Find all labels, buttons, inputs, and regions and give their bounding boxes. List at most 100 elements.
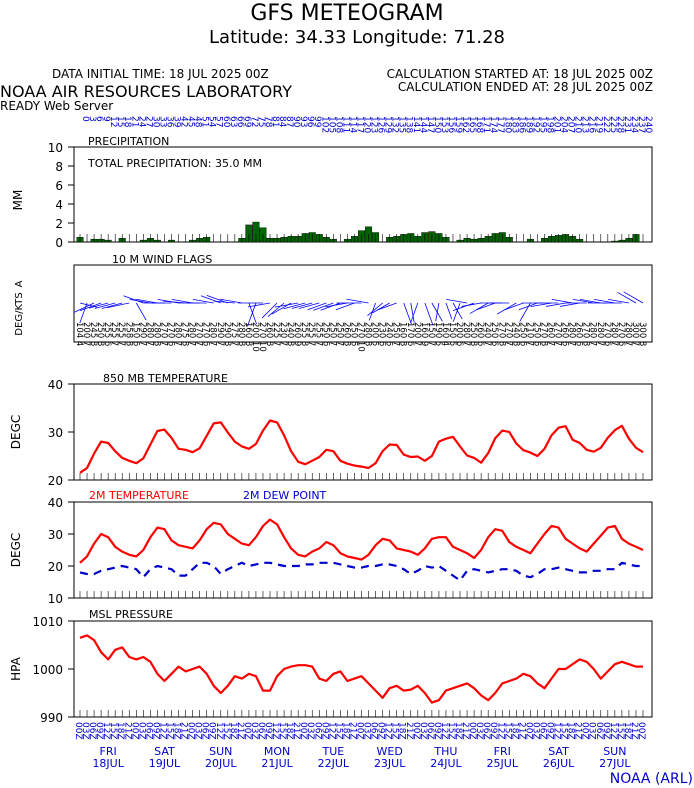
hour-label: 123 bbox=[369, 116, 379, 133]
wind-flag bbox=[546, 302, 566, 307]
utc-label: 21Z bbox=[235, 722, 245, 740]
day-date: 27JUL bbox=[599, 757, 631, 770]
day-date: 26JUL bbox=[543, 757, 575, 770]
y-tick-label: 2 bbox=[55, 217, 63, 231]
utc-label: 00Z bbox=[523, 722, 533, 740]
utc-label: 00Z bbox=[242, 722, 252, 740]
hour-label: 75 bbox=[256, 116, 266, 127]
wind-label: 250 6 bbox=[320, 322, 330, 346]
y-tick-label: 1010 bbox=[32, 615, 63, 629]
hour-label: 153 bbox=[439, 116, 449, 133]
wind-label: 200 10 bbox=[250, 322, 260, 352]
hour-label: 189 bbox=[523, 116, 533, 133]
calc-started: CALCULATION STARTED AT: 18 JUL 2025 00Z bbox=[387, 67, 653, 81]
wind-flag bbox=[594, 298, 615, 304]
hour-label: 111 bbox=[340, 116, 350, 133]
temp850-xticks bbox=[79, 473, 644, 480]
wind-flag bbox=[376, 302, 397, 311]
wind-flag bbox=[372, 302, 390, 314]
wind-label: 255 7 bbox=[109, 322, 119, 346]
temp850-ylabel: DEGC bbox=[9, 415, 23, 450]
wind-flag bbox=[560, 302, 580, 307]
wind-ylabel: DEG/KTS bbox=[14, 292, 25, 335]
wind-flag bbox=[410, 302, 419, 323]
wind-label: 200 7 bbox=[412, 322, 422, 346]
wind-flag bbox=[325, 302, 348, 308]
utc-label: 06Z bbox=[537, 722, 547, 740]
hour-label: 219 bbox=[594, 116, 604, 133]
wind-label: 200 7 bbox=[81, 322, 91, 346]
day-name: SUN bbox=[209, 745, 232, 758]
wind-label: 260 6 bbox=[560, 322, 570, 346]
utc-label: 09Z bbox=[432, 722, 442, 740]
utc-label: 03Z bbox=[418, 722, 428, 740]
hour-label: 207 bbox=[566, 116, 576, 133]
hour-label: 117 bbox=[354, 116, 364, 133]
page-title: GFS METEOGRAM bbox=[250, 1, 443, 26]
temp850-frame bbox=[73, 383, 653, 481]
wind-label: 170 6 bbox=[405, 322, 415, 346]
utc-label: 15Z bbox=[559, 722, 569, 740]
utc-label: 12Z bbox=[383, 722, 393, 740]
wind-label: 270 8 bbox=[538, 322, 548, 346]
wind-label: 270 6 bbox=[165, 322, 175, 346]
wind-flag bbox=[579, 298, 601, 304]
wind-flag bbox=[608, 298, 629, 304]
hour-label: 105 bbox=[326, 116, 336, 133]
precip-bars bbox=[76, 221, 640, 243]
wind-label: 225 7 bbox=[271, 322, 281, 346]
y-tick-label: 1000 bbox=[32, 663, 63, 677]
utc-labels: 00Z03Z06Z09Z12Z15Z18Z21Z00Z03Z06Z09Z12Z1… bbox=[73, 722, 646, 740]
wind-label: 150 6 bbox=[130, 322, 140, 346]
hour-label: 186 bbox=[516, 116, 526, 133]
utc-label: 18Z bbox=[115, 722, 125, 740]
wind-label: 160 4 bbox=[440, 322, 450, 346]
y-tick-label: 8 bbox=[55, 160, 63, 174]
utc-label: 00Z bbox=[636, 722, 646, 740]
wind-flag bbox=[518, 302, 538, 311]
day-date: 20JUL bbox=[205, 757, 237, 770]
wind-label: 270 7 bbox=[158, 322, 168, 346]
wind-flag bbox=[617, 292, 637, 304]
hour-label: 216 bbox=[587, 116, 597, 133]
wind-label: 290 7 bbox=[137, 322, 147, 346]
hour-label: 54 bbox=[207, 116, 217, 128]
utc-label: 15Z bbox=[108, 722, 118, 740]
wind-label: 200 6 bbox=[454, 322, 464, 346]
wind-ylabel-suffix: A bbox=[14, 280, 25, 287]
y-tick-label: 10 bbox=[48, 592, 63, 606]
hour-label: 180 bbox=[502, 116, 512, 133]
hour-label: 237 bbox=[636, 116, 646, 133]
wind-flag bbox=[435, 302, 440, 322]
hour-label: 138 bbox=[404, 116, 414, 133]
wind-label: 280 7 bbox=[173, 322, 183, 346]
hour-label: 60 bbox=[221, 116, 231, 128]
wind-label: 104 4 bbox=[74, 322, 84, 346]
utc-label: 06Z bbox=[256, 722, 266, 740]
temp850-panel: 850 MB TEMPERATURE DEGC 20 30 40 bbox=[9, 372, 653, 488]
wind-label: 280 7 bbox=[144, 322, 154, 346]
utc-label: 09Z bbox=[94, 722, 104, 740]
hour-label: 159 bbox=[453, 116, 463, 133]
dewpoint-legend: 2M DEW POINT bbox=[243, 489, 327, 502]
wind-flag bbox=[346, 298, 369, 304]
wind-label: 190 5 bbox=[433, 322, 443, 346]
hour-label: 9 bbox=[101, 116, 111, 122]
temp850-yticks: 20 30 40 bbox=[48, 378, 74, 488]
utc-label: 06Z bbox=[425, 722, 435, 740]
wind-flag bbox=[572, 298, 594, 304]
wind-flag bbox=[367, 302, 383, 317]
wind-label: 250 7 bbox=[334, 322, 344, 346]
day-date: 22JUL bbox=[318, 757, 350, 770]
wind-flag bbox=[496, 302, 517, 315]
dewpoint-line bbox=[79, 561, 643, 582]
temp850-title: 850 MB TEMPERATURE bbox=[103, 372, 228, 385]
wind-flag bbox=[261, 302, 278, 319]
wind-flag bbox=[313, 302, 334, 311]
utc-label: 12Z bbox=[326, 722, 336, 740]
hour-label: 150 bbox=[432, 116, 442, 133]
wind-flag bbox=[123, 295, 144, 304]
y-tick-label: 6 bbox=[55, 179, 63, 193]
utc-label: 12Z bbox=[608, 722, 618, 740]
temp2m-panel: 2M TEMPERATURE 2M DEW POINT DEGC 10 20 30 4… bbox=[9, 489, 653, 606]
